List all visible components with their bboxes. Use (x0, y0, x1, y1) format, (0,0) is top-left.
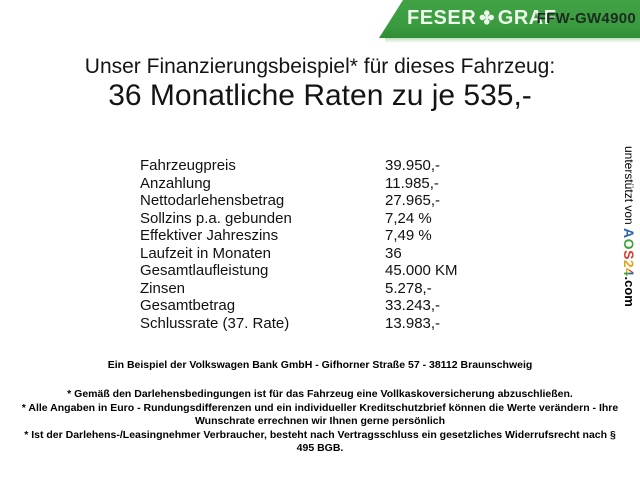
finance-value: 7,49 % (385, 227, 432, 244)
finance-value: 33.243,- (385, 297, 441, 314)
table-row: Gesamtbetrag 33.243,- (140, 297, 458, 315)
finance-table: Fahrzeugpreis 39.950,- Anzahlung 11.985,… (140, 157, 458, 332)
finance-value: 39.950,- (385, 157, 441, 174)
aos24-letter: A (621, 228, 637, 239)
disclaimer-notes: * Gemäß den Darlehensbedingungen ist für… (16, 388, 624, 456)
finance-value: 13.983,- (385, 314, 441, 332)
finance-label: Schlussrate (37. Rate) (140, 314, 290, 332)
feser-graf-logo: FESER ✤ GRAF (407, 7, 556, 30)
disclaimer-note: * Alle Angaben in Euro - Rundungsdiffere… (21, 401, 619, 428)
finance-value: 7,24 % (385, 209, 432, 227)
support-credit: unterstützt von AOS24.com (621, 146, 637, 346)
finance-label: Fahrzeugpreis (140, 157, 236, 174)
disclaimer-note: * Ist der Darlehens-/Leasingnehmer Verbr… (24, 428, 616, 455)
table-row: Sollzins p.a. gebunden 7,24 % (140, 210, 458, 228)
table-row: Schlussrate (37. Rate) 13.983,- (140, 315, 458, 333)
finance-label: Nettodarlehensbetrag (140, 192, 285, 209)
finance-label: Anzahlung (140, 174, 211, 192)
table-row: Anzahlung 11.985,- (140, 175, 458, 193)
finance-label: Zinsen (140, 279, 186, 297)
aos24-domain-suffix: .com (622, 276, 637, 307)
finance-label: Laufzeit in Monaten (140, 244, 271, 262)
finance-value: 45.000 KM (385, 262, 458, 279)
finance-value: 27.965,- (385, 192, 441, 209)
table-row: Zinsen 5.278,- (140, 280, 458, 298)
disclaimer-note: * Gemäß den Darlehensbedingungen ist für… (67, 388, 573, 400)
table-row: Gesamtlaufleistung 45.000 KM (140, 262, 458, 280)
bank-address-line: Ein Beispiel der Volkswagen Bank GmbH - … (107, 359, 533, 371)
finance-value: 36 (385, 244, 402, 262)
aos24-pinwheel-letter: 4 (621, 268, 637, 277)
finance-label: Effektiver Jahreszins (140, 227, 279, 244)
aos24-logo: AOS24 (621, 228, 637, 276)
table-row: Fahrzeugpreis 39.950,- (140, 157, 458, 175)
brand-left-label: FESER (407, 7, 477, 29)
brand-banner: FESER ✤ GRAF (379, 0, 640, 38)
table-row: Nettodarlehensbetrag 27.965,- (140, 192, 458, 210)
financing-example-title: Unser Finanzierungsbeispiel* für dieses … (84, 55, 556, 78)
finance-value: 11.985,- (385, 174, 439, 192)
clover-icon: ✤ (479, 8, 495, 28)
table-row: Laufzeit in Monaten 36 (140, 245, 458, 263)
monthly-rate-title: 36 Monatliche Raten zu je 535,- (108, 79, 532, 112)
finance-label: Sollzins p.a. gebunden (140, 209, 292, 227)
finance-label: Gesamtbetrag (140, 297, 236, 314)
vehicle-code-label: FFW-GW4900 (536, 10, 636, 27)
brand-right-label: GRAF (497, 7, 557, 29)
finance-label: Gesamtlaufleistung (140, 262, 269, 279)
aos24-letter: S (621, 250, 637, 260)
finance-value: 5.278,- (385, 279, 432, 297)
support-credit-text: unterstützt von (622, 146, 636, 229)
aos24-letter: 2 (621, 259, 637, 269)
banner-shadow (385, 38, 640, 43)
table-row: Effektiver Jahreszins 7,49 % (140, 227, 458, 245)
aos24-letter: O (621, 238, 637, 251)
